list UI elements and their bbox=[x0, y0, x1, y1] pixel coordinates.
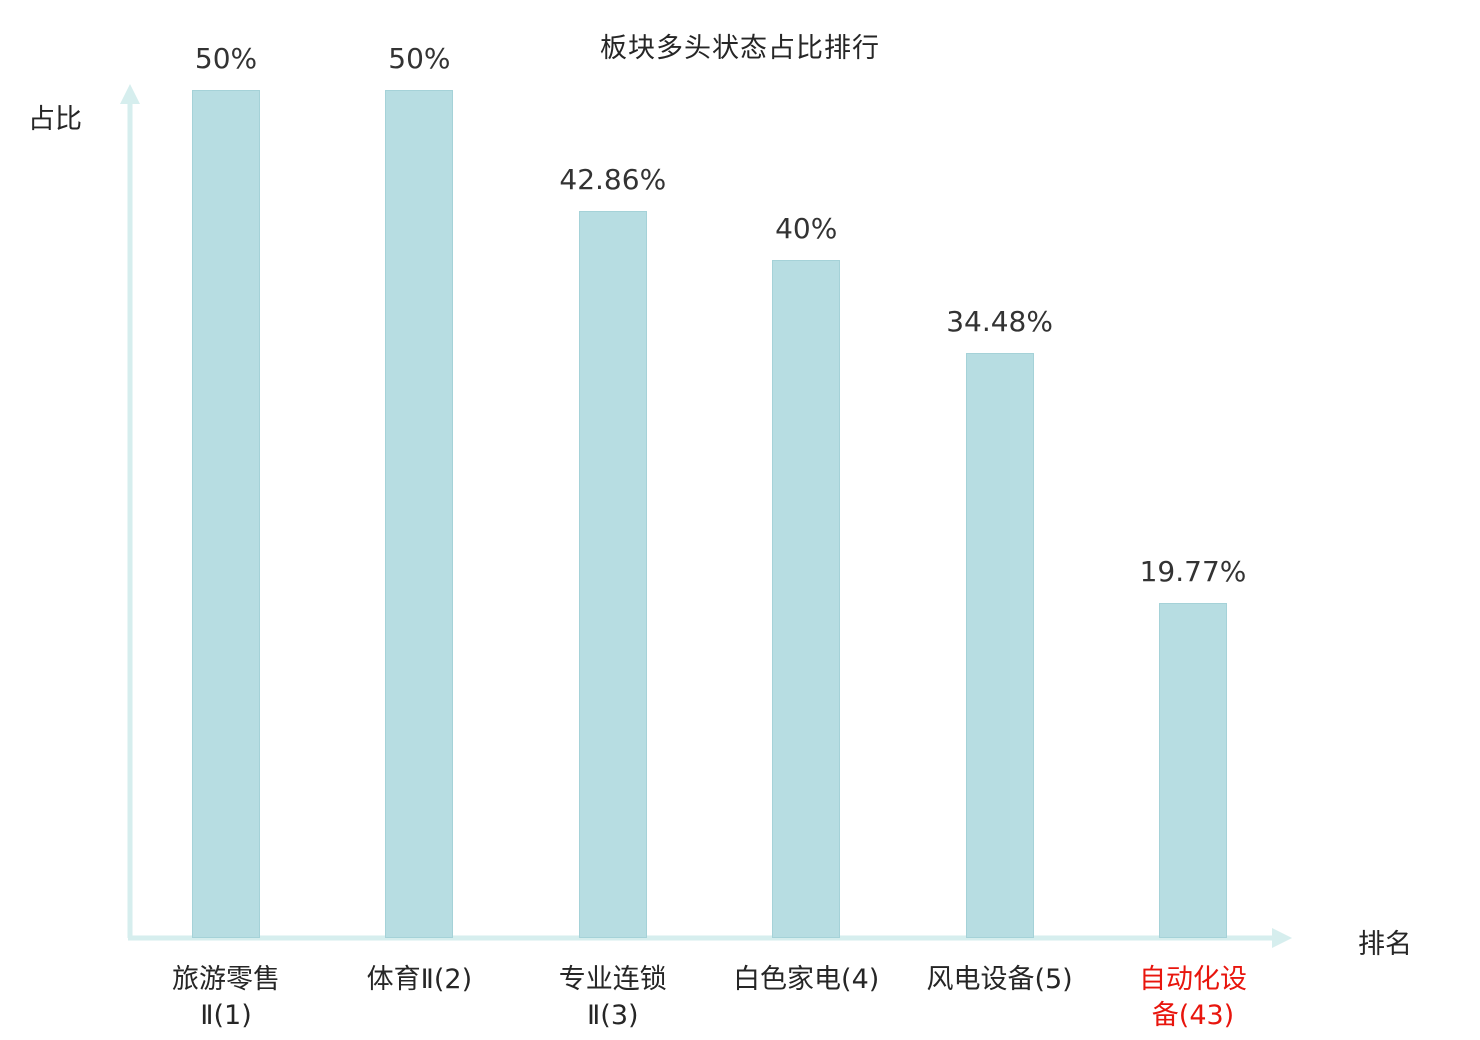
bar-category-label: 旅游零售 Ⅱ(1) bbox=[172, 964, 280, 1032]
bar-value-label: 50% bbox=[194, 42, 258, 75]
bar bbox=[192, 90, 260, 938]
bar-category-label: 风电设备(5) bbox=[926, 964, 1073, 995]
bar bbox=[965, 353, 1034, 938]
bar-value-label: 19.77% bbox=[1139, 555, 1247, 588]
x-axis-label: 排名 bbox=[1358, 929, 1412, 960]
bar bbox=[1159, 603, 1227, 938]
chart-title: 板块多头状态占比排行 bbox=[600, 33, 880, 64]
bar-category-label: 白色家电(4) bbox=[733, 964, 880, 995]
x-axis-arrow-icon bbox=[1272, 928, 1292, 948]
bar-value-label: 42.86% bbox=[559, 163, 667, 196]
bar bbox=[385, 90, 454, 938]
bar bbox=[772, 260, 841, 938]
y-axis-arrow-icon bbox=[120, 84, 140, 104]
bar bbox=[578, 211, 647, 938]
bar-category-label: 自动化设 备(43) bbox=[1139, 964, 1247, 1032]
y-axis-label: 占比 bbox=[28, 104, 82, 135]
bar-category-label: 专业连锁 Ⅱ(3) bbox=[558, 964, 667, 1032]
bar-value-label: 50% bbox=[388, 42, 451, 75]
bar-category-label: 体育Ⅱ(2) bbox=[366, 964, 473, 995]
bar-value-label: 40% bbox=[775, 212, 838, 245]
bar-value-label: 34.48% bbox=[946, 305, 1053, 338]
